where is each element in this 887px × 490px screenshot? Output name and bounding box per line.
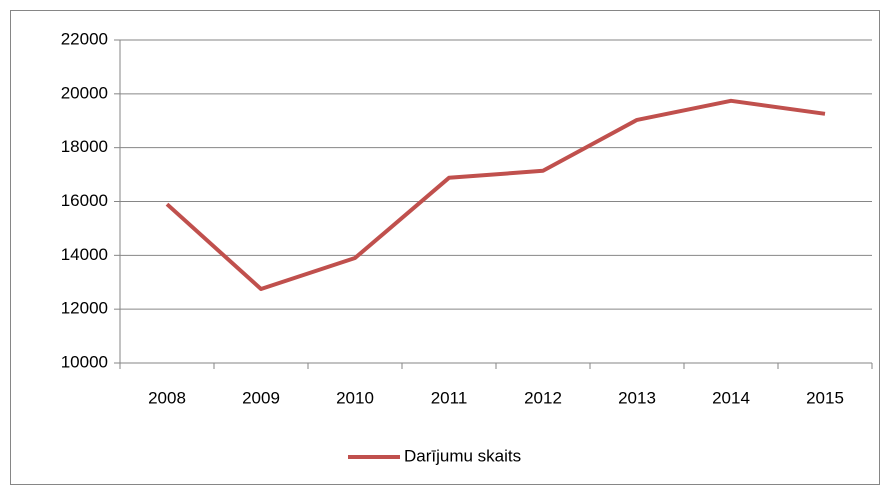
y-tick-label: 18000 (61, 137, 108, 156)
data-line (165, 98, 826, 291)
x-tick-label: 2011 (431, 388, 468, 407)
y-tick-label: 20000 (61, 83, 108, 102)
legend-label: Darījumu skaits (404, 446, 521, 465)
x-tick-label: 2010 (336, 388, 374, 407)
y-tick-label: 12000 (61, 299, 108, 318)
x-tick-label: 2012 (524, 388, 562, 407)
y-tick-label: 16000 (61, 191, 108, 210)
x-tick-label: 2014 (712, 388, 750, 407)
x-tick-label: 2009 (242, 388, 280, 407)
x-tick-label: 2013 (618, 388, 656, 407)
y-tick-label: 22000 (61, 29, 108, 48)
x-tick-label: 2008 (148, 388, 186, 407)
y-tick-label: 10000 (61, 352, 108, 371)
y-tick-label: 14000 (61, 245, 108, 264)
chart-border (10, 10, 880, 485)
x-tick-label: 2015 (806, 388, 844, 407)
